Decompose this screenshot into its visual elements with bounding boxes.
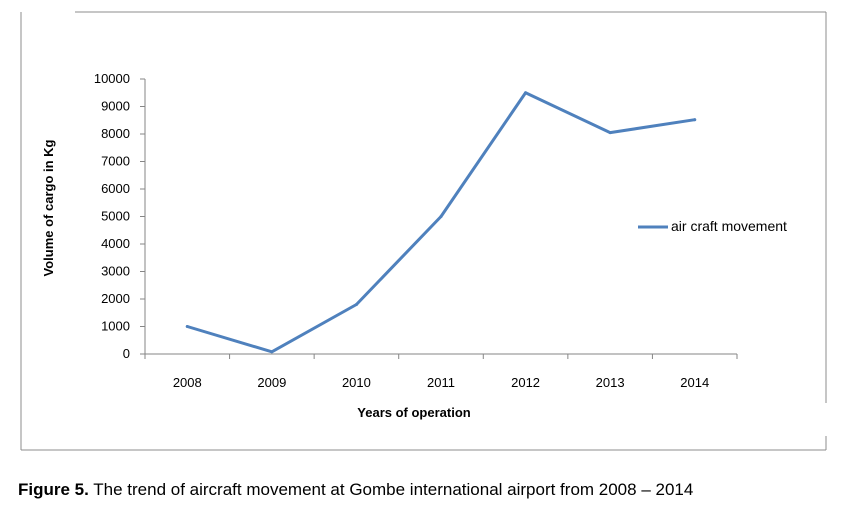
x-tick-label: 2009 bbox=[257, 375, 286, 390]
data-point-2013 bbox=[608, 131, 612, 135]
y-axis-ticks: 0 1000 2000 3000 4000 5000 6000 7000 8000 9000 100… bbox=[94, 71, 145, 361]
y-tick-label: 3000 bbox=[101, 264, 130, 279]
figure-caption: Figure 5. The trend of aircraft movement… bbox=[18, 480, 838, 500]
y-tick-label: 10000 bbox=[94, 71, 130, 86]
data-point-2008 bbox=[185, 325, 189, 328]
x-tick-label: 2010 bbox=[342, 375, 371, 390]
figure-caption-label: Figure 5. bbox=[18, 480, 89, 499]
series-points bbox=[185, 91, 697, 354]
data-point-2014 bbox=[693, 118, 697, 122]
y-tick-label: 1000 bbox=[101, 319, 130, 334]
x-axis-ticks: 2008 2009 2010 2011 2012 2013 2014 bbox=[144, 354, 738, 390]
x-axis-title: Years of operation bbox=[357, 405, 470, 420]
legend-label: air craft movement bbox=[671, 218, 787, 234]
y-tick-label: 7000 bbox=[101, 154, 130, 169]
figure-caption-text: The trend of aircraft movement at Gombe … bbox=[88, 480, 694, 499]
y-tick-label: 4000 bbox=[101, 236, 130, 251]
series-line-air-craft-movement bbox=[185, 91, 697, 354]
legend: air craft movement bbox=[638, 218, 787, 234]
y-tick-label: 0 bbox=[123, 346, 130, 361]
y-tick-label: 9000 bbox=[101, 99, 130, 114]
y-tick-label: 5000 bbox=[101, 209, 130, 224]
x-tick-label: 2008 bbox=[173, 375, 202, 390]
x-tick-label: 2013 bbox=[596, 375, 625, 390]
line-chart: 0 1000 2000 3000 4000 5000 6000 7000 8000 9000 100… bbox=[20, 11, 827, 451]
data-point-2010 bbox=[354, 303, 358, 306]
data-point-2011 bbox=[439, 215, 443, 218]
y-axis-title: Volume of cargo in Kg bbox=[41, 139, 56, 276]
y-tick-label: 6000 bbox=[101, 181, 130, 196]
data-point-2009 bbox=[270, 350, 274, 354]
data-point-2012 bbox=[524, 91, 528, 95]
x-tick-label: 2012 bbox=[511, 375, 540, 390]
chart-frame: 0 1000 2000 3000 4000 5000 6000 7000 8000 9000 100… bbox=[20, 11, 827, 451]
x-tick-label: 2014 bbox=[680, 375, 709, 390]
x-tick-label: 2011 bbox=[427, 375, 455, 390]
y-tick-label: 2000 bbox=[101, 291, 130, 306]
y-tick-label: 8000 bbox=[101, 126, 130, 141]
